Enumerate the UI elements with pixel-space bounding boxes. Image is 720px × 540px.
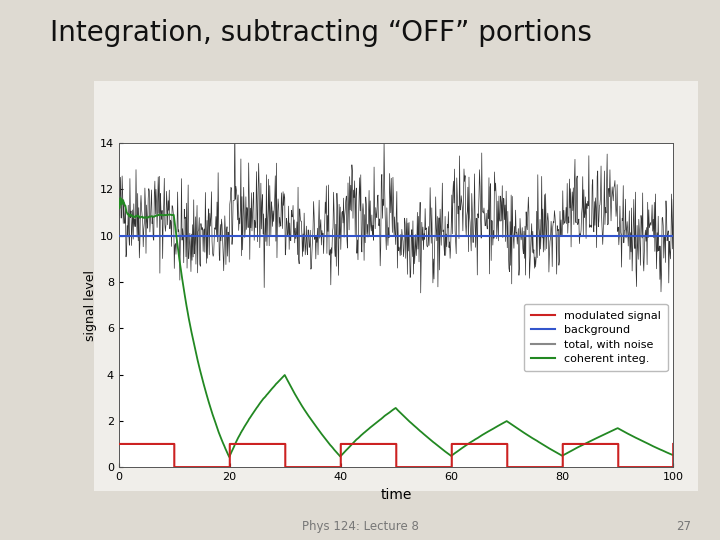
Legend: modulated signal, background, total, with noise, coherent integ.: modulated signal, background, total, wit… — [524, 304, 667, 371]
Text: 27: 27 — [676, 520, 691, 534]
Text: Phys 124: Lecture 8: Phys 124: Lecture 8 — [302, 520, 418, 534]
Y-axis label: signal level: signal level — [84, 269, 97, 341]
X-axis label: time: time — [380, 488, 412, 502]
Text: Integration, subtracting “OFF” portions: Integration, subtracting “OFF” portions — [50, 19, 593, 47]
